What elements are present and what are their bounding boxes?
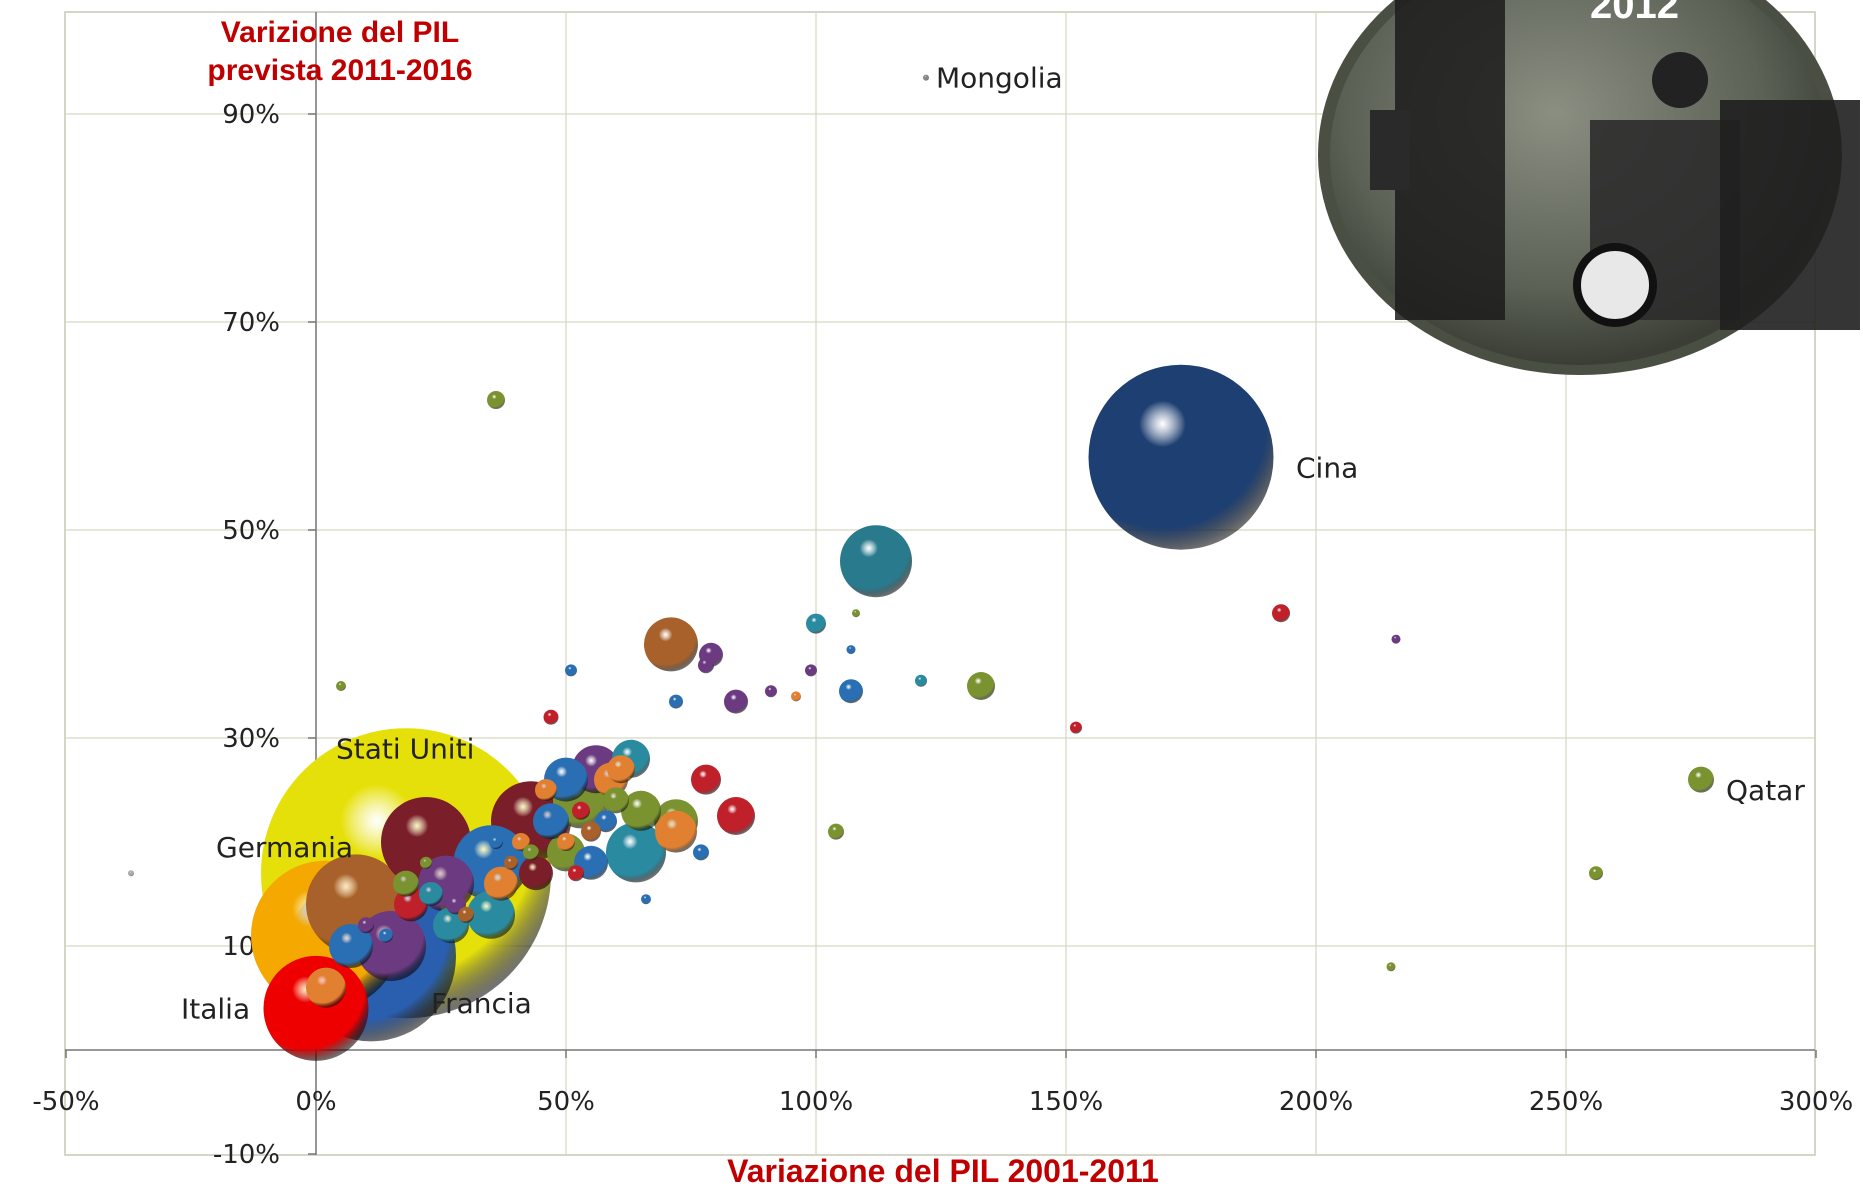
bubble <box>806 613 826 634</box>
bubble <box>1070 721 1082 734</box>
bubble <box>606 822 666 883</box>
bubble <box>419 882 443 906</box>
x-tick-label: 50% <box>537 1087 595 1117</box>
bubble <box>458 906 474 923</box>
axes: -50% 0% 50% 100% 150% 200% 250% 300% 90% 70% 50% 30… <box>32 12 1853 1189</box>
bubble-series <box>128 74 1714 1061</box>
bubble <box>379 928 393 943</box>
bubble <box>568 865 584 882</box>
bubble <box>967 672 995 700</box>
bubble <box>915 674 927 687</box>
bubble <box>655 810 697 853</box>
x-tick-label: -50% <box>32 1087 99 1117</box>
bubble <box>557 833 575 851</box>
bubble <box>519 856 553 891</box>
bubble <box>543 709 559 725</box>
bubble <box>358 917 374 934</box>
bubble <box>489 835 503 849</box>
bubble <box>329 924 373 968</box>
bubble <box>535 779 557 801</box>
label-francia: Francia <box>431 987 532 1020</box>
bubble <box>698 657 714 674</box>
bubble <box>724 689 748 714</box>
bubble <box>603 787 629 814</box>
label-italia: Italia <box>181 992 250 1025</box>
label-qatar: Qatar <box>1726 774 1805 807</box>
bubble-qatar <box>1688 766 1714 793</box>
y-tick-label: -10% <box>213 1140 280 1170</box>
photo-headlamp <box>1573 243 1657 327</box>
bubble <box>644 617 698 672</box>
bubble <box>565 664 577 677</box>
photo-car <box>1720 100 1860 330</box>
bubble <box>691 764 721 795</box>
bubble <box>765 685 777 698</box>
bubble <box>420 856 432 869</box>
bubble <box>306 967 346 1008</box>
bubble <box>607 755 635 784</box>
x-tick-label: 0% <box>295 1087 336 1117</box>
bubble-mongolia <box>923 74 929 81</box>
y-tick-label: 70% <box>222 308 280 338</box>
bubble <box>1272 604 1290 623</box>
bubble <box>393 870 419 897</box>
label-cina: Cina <box>1296 452 1358 485</box>
y-tick-label: 30% <box>222 724 280 754</box>
plot-frame <box>64 11 1816 1156</box>
photo-figure-left <box>1395 0 1505 320</box>
label-germania: Germania <box>216 831 353 864</box>
bubble <box>839 679 863 704</box>
y-tick-label: 90% <box>222 100 280 130</box>
photo-caption: 2012 <box>1590 0 1679 27</box>
x-tick-label: 200% <box>1279 1087 1353 1117</box>
bubble <box>533 803 569 840</box>
bubble-cina <box>1088 364 1274 550</box>
photo-hat <box>1652 52 1708 108</box>
bubble <box>1386 962 1396 972</box>
x-axis-title: Variazione del PIL 2001-2011 <box>727 1153 1159 1188</box>
y-axis-title: Varizione del PIL <box>221 16 459 49</box>
bubble <box>805 664 817 677</box>
bubble <box>595 810 617 833</box>
x-tick-label: 300% <box>1779 1087 1853 1117</box>
bubble <box>467 890 515 939</box>
bubble <box>828 823 844 840</box>
bubble <box>641 894 651 905</box>
bubble <box>504 855 518 870</box>
bubble <box>572 801 590 820</box>
corner-photo: 2012 <box>1318 0 1860 375</box>
bubble <box>523 844 539 861</box>
y-axis-title: prevista 2011-2016 <box>207 54 472 87</box>
bubble <box>484 866 518 901</box>
photo-bag <box>1370 110 1410 190</box>
bubble <box>356 911 426 981</box>
bubble <box>336 681 346 691</box>
y-tick-label: 50% <box>222 516 280 546</box>
label-mongolia: Mongolia <box>936 62 1063 95</box>
bubble <box>717 797 755 835</box>
bubble <box>1589 866 1603 881</box>
bubble <box>621 790 661 831</box>
bubble <box>581 821 601 842</box>
bubble <box>840 525 912 598</box>
bubble <box>852 609 860 618</box>
x-tick-label: 100% <box>779 1087 853 1117</box>
bubble <box>846 645 856 655</box>
x-tick-label: 250% <box>1529 1087 1603 1117</box>
bubble <box>487 391 505 409</box>
bubble <box>693 844 709 861</box>
bubble <box>791 691 801 702</box>
bubble <box>1391 634 1401 644</box>
bubble <box>512 833 530 851</box>
x-tick-label: 150% <box>1029 1087 1103 1117</box>
bubble-zimbabwe <box>128 870 134 877</box>
bubble <box>669 694 683 709</box>
label-stati-uniti: Stati Uniti <box>336 732 474 765</box>
